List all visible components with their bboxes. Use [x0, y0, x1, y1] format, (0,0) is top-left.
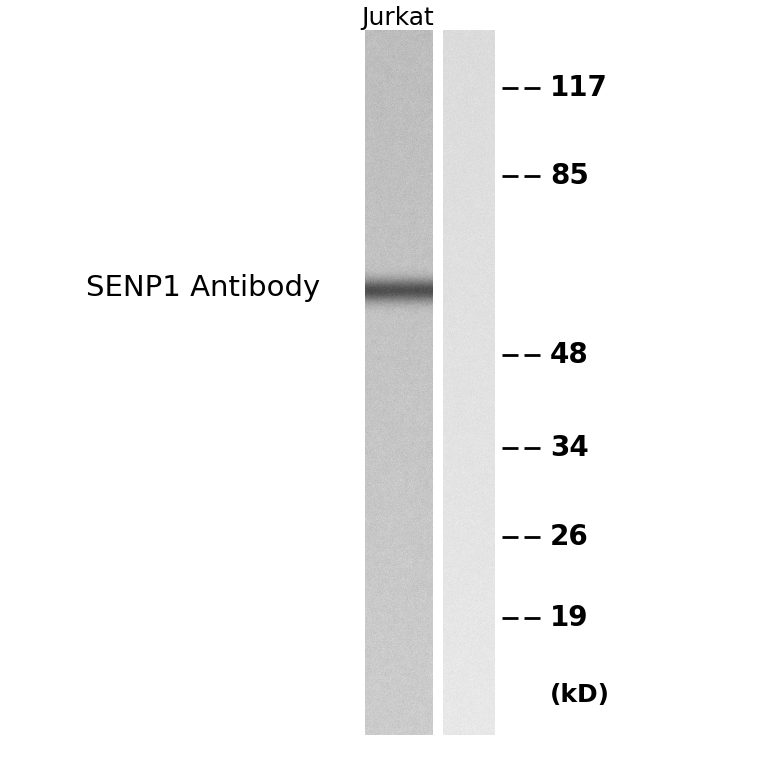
Text: 48: 48	[550, 341, 589, 369]
Text: 117: 117	[550, 74, 608, 102]
Text: 85: 85	[550, 162, 589, 190]
Text: 19: 19	[550, 604, 588, 632]
Text: SENP1 Antibody: SENP1 Antibody	[86, 274, 320, 302]
Text: 26: 26	[550, 523, 589, 551]
Text: (kD): (kD)	[550, 683, 610, 707]
Text: 34: 34	[550, 434, 589, 462]
Text: Jurkat: Jurkat	[361, 6, 435, 30]
